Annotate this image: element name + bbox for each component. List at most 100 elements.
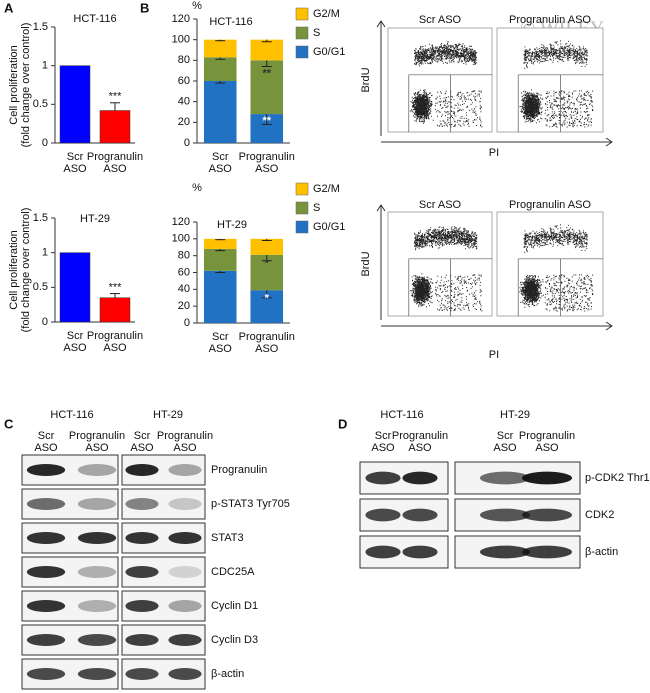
annotation: *** (109, 281, 123, 293)
panel-label: D (338, 416, 347, 431)
blot-band (480, 508, 530, 522)
flow-title: Progranulin ASO (509, 199, 591, 211)
flow-plot-frame (387, 27, 493, 133)
protein-label: β-actin (211, 668, 244, 680)
y-unit: % (192, 182, 202, 194)
y-tick-label: 100 (172, 34, 190, 46)
x-axis-label: PI (489, 147, 499, 159)
chart-title: HT-29 (217, 219, 247, 231)
y-tick-label: 100 (172, 233, 190, 245)
y-tick-label: 120 (172, 216, 190, 228)
flow-title: Scr ASO (419, 199, 462, 211)
lane-label: Scr ASO (493, 430, 517, 454)
legend-swatch (295, 45, 309, 59)
bar-segment (250, 39, 284, 61)
protein-label: β-actin (585, 546, 618, 558)
chart-title: HT-29 (80, 213, 110, 225)
cell-line-label: HT-29 (500, 409, 530, 421)
bar-segment (203, 248, 237, 271)
blot-band (125, 464, 159, 476)
y-axis-label: Cell proliferation (8, 230, 20, 309)
legend-label: G0/G1 (313, 46, 345, 58)
blot-band (77, 600, 117, 612)
annotation: * (265, 292, 270, 304)
annotation: ** (262, 115, 271, 127)
blot-band (26, 566, 66, 578)
bar-segment (250, 60, 284, 115)
blot-band (402, 508, 438, 522)
lane-label: Progranulin ASO (157, 430, 213, 454)
blot-band (365, 508, 401, 522)
blot-band (125, 600, 159, 612)
bar-segment (250, 238, 284, 255)
flow-dots (519, 40, 594, 128)
panel-label: A (4, 0, 14, 15)
y-tick-label: 0.5 (33, 98, 48, 110)
blot-band (480, 545, 530, 559)
chart-title: HCT-116 (209, 16, 252, 28)
flow-plot-frame (496, 27, 604, 133)
y-tick-label: 1.5 (33, 21, 48, 33)
panel-label: B (140, 0, 149, 15)
annotation: *** (109, 91, 123, 103)
blot-band (522, 545, 572, 559)
lane-label: Progranulin ASO (69, 430, 125, 454)
bar-segment (203, 238, 237, 249)
blot-band (26, 668, 66, 680)
blot-band (77, 634, 117, 646)
lane-label: Scr ASO (371, 430, 395, 454)
blot-band (402, 471, 438, 485)
bar (59, 252, 91, 323)
y-unit: % (192, 0, 202, 12)
bar (99, 110, 131, 144)
protein-label: Progranulin (211, 464, 267, 476)
blot-band (522, 471, 572, 485)
axis-arrow (381, 137, 613, 147)
bar-segment (203, 39, 237, 58)
blot-band (77, 532, 117, 544)
y-tick-label: 0.5 (33, 281, 48, 293)
flow-plot-frame (387, 211, 493, 317)
flow-title: Progranulin ASO (509, 14, 591, 26)
y-tick-label: 80 (178, 54, 190, 66)
flow-dots (409, 41, 483, 128)
y-axis-label: BrdU (360, 251, 372, 276)
x-tick-label: Scr ASO (209, 331, 233, 355)
lane-label: Scr ASO (34, 430, 58, 454)
blot-band (26, 464, 66, 476)
blot-band (125, 532, 159, 544)
y-tick-label: 0 (184, 317, 190, 329)
blot-band (77, 498, 117, 510)
blot-band (168, 532, 202, 544)
y-tick-label: 80 (178, 250, 190, 262)
lane-label: Scr ASO (130, 430, 154, 454)
blot-band (168, 566, 202, 578)
legend-swatch (295, 182, 309, 196)
blot-band (125, 498, 159, 510)
lane-label: Progranulin ASO (392, 430, 448, 454)
legend-label: S (313, 27, 320, 39)
x-tick-label: Scr ASO (209, 151, 233, 175)
legend-swatch (295, 201, 309, 215)
blot-band (125, 668, 159, 680)
cell-line-label: HCT-116 (380, 409, 423, 421)
bar-segment (203, 81, 237, 143)
x-tick-label: Progranulin ASO (239, 151, 295, 175)
blot-band (26, 634, 66, 646)
axis-arrow (376, 20, 386, 136)
x-tick-label: Progranulin ASO (87, 330, 143, 354)
blot-band (168, 464, 202, 476)
blot-band (522, 508, 572, 522)
blot-band (480, 471, 530, 485)
legend-swatch (295, 220, 309, 234)
blot-band (168, 634, 202, 646)
blot-band (168, 668, 202, 680)
blot-band (168, 600, 202, 612)
legend-swatch (295, 7, 309, 21)
legend-label: S (313, 202, 320, 214)
y-tick-label: 1 (42, 247, 48, 259)
blot-band (77, 668, 117, 680)
bar (59, 65, 91, 144)
protein-label: CDK2 (585, 509, 614, 521)
